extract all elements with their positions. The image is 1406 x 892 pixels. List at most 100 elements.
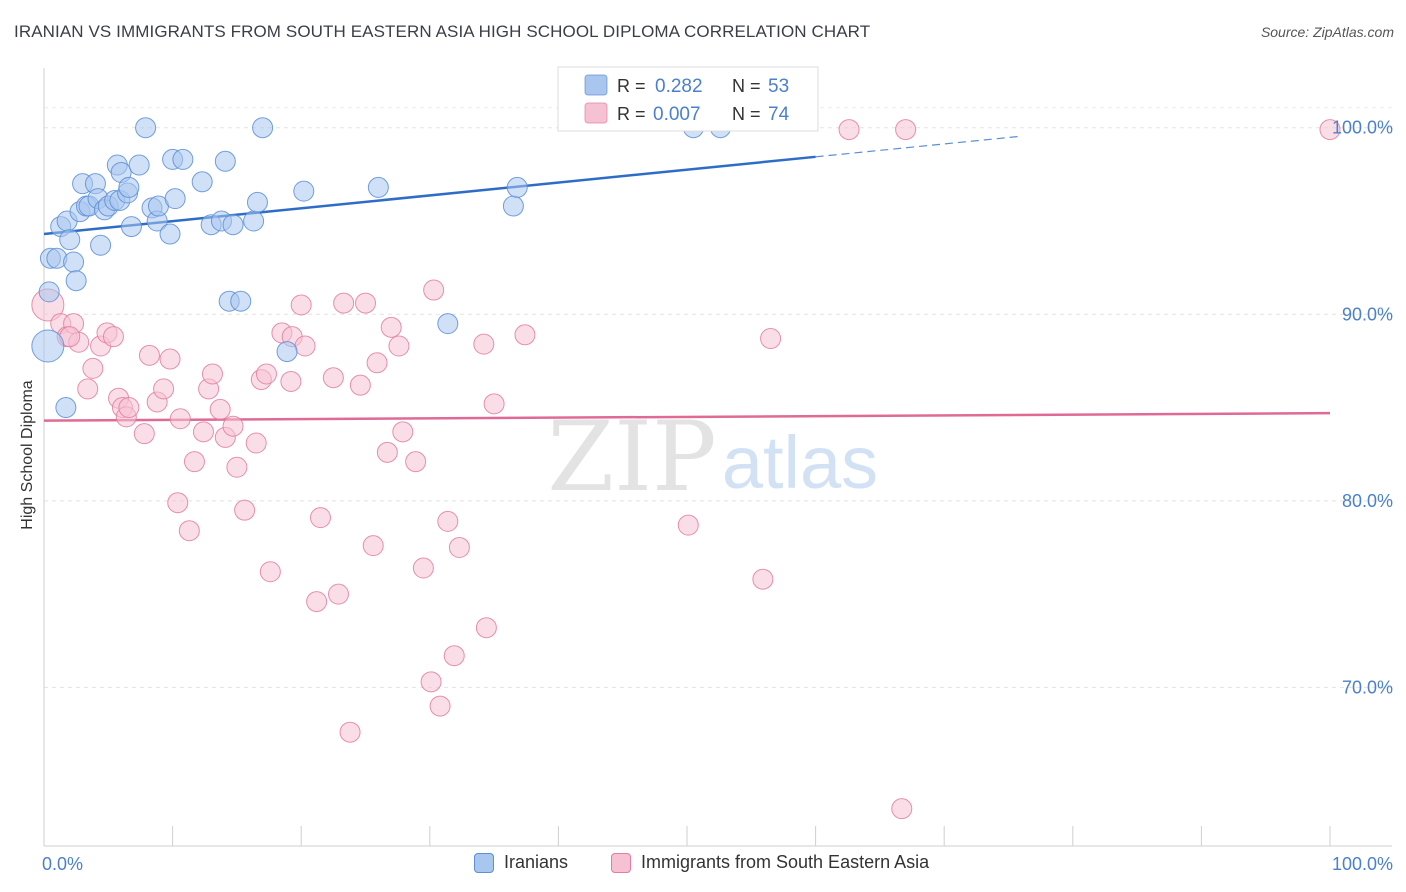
point-sea-33: [255, 363, 277, 385]
point-sea-64: [339, 721, 361, 743]
point-iranians-40: [222, 214, 244, 236]
chart-legend: Iranians Immigrants from South Eastern A…: [0, 852, 1406, 878]
point-sea-65: [514, 324, 536, 346]
point-sea-13: [118, 397, 140, 419]
point-iranians-48: [437, 313, 459, 335]
point-sea-19: [167, 492, 189, 514]
point-sea-38: [290, 294, 312, 316]
point-iranians-26: [128, 154, 150, 176]
point-sea-31: [245, 432, 267, 454]
point-sea-34: [259, 561, 281, 583]
tick-labels: 70.0% 80.0% 90.0% 100.0% 0.0% 100.0%: [42, 118, 1393, 874]
point-sea-47: [362, 535, 384, 557]
legend-swatch-sea: [611, 852, 631, 873]
point-sea-60: [448, 536, 470, 558]
chart-title: IRANIAN VS IMMIGRANTS FROM SOUTH EASTERN…: [14, 22, 871, 41]
stats-swatch-iranians: [584, 74, 608, 96]
point-sea-55: [420, 671, 442, 693]
stats-legend: R = 0.282 N = 53 R = 0.007 N = 74: [557, 66, 819, 132]
point-sea-54: [412, 557, 434, 579]
trend-line-iranians: [43, 155, 816, 236]
point-sea-49: [376, 441, 398, 463]
point-sea-14: [133, 423, 155, 445]
legend-item-iranians[interactable]: Iranians: [474, 852, 568, 873]
point-sea-57: [429, 695, 451, 717]
point-sea-39: [294, 335, 316, 357]
point-sea-68: [760, 328, 782, 350]
point-iranians-45: [276, 341, 298, 363]
point-sea-72: [1319, 119, 1341, 141]
y-tick-label-0: 70.0%: [1342, 677, 1393, 697]
stats-n-value-2: 74: [768, 104, 790, 125]
point-iranians-16: [90, 234, 112, 256]
point-sea-18: [159, 348, 181, 370]
point-sea-26: [209, 398, 231, 420]
point-sea-69: [838, 119, 860, 141]
point-sea-58: [437, 510, 459, 532]
point-iranians-9: [65, 270, 87, 292]
point-sea-36: [280, 370, 302, 392]
point-sea-45: [349, 374, 371, 396]
y-tick-label-3: 100.0%: [1332, 118, 1393, 138]
point-iranians-7: [59, 229, 81, 251]
point-sea-17: [153, 378, 175, 400]
source-credit: Source: ZipAtlas.com: [1260, 24, 1394, 40]
point-iranians-43: [246, 191, 268, 213]
point-sea-44: [333, 292, 355, 314]
stats-n-label-2: N =: [732, 104, 761, 124]
axes: [43, 68, 1392, 847]
point-iranians-44: [252, 117, 274, 139]
legend-label-sea: Immigrants from South Eastern Asia: [641, 852, 930, 872]
trend-lines: [43, 135, 1331, 422]
point-iranians-25: [118, 176, 140, 198]
point-sea-41: [309, 507, 331, 529]
point-sea-52: [392, 421, 414, 443]
point-iranians-0: [31, 329, 65, 363]
point-sea-62: [475, 617, 497, 639]
point-iranians-42: [243, 210, 265, 232]
point-iranians-46: [293, 180, 315, 202]
point-sea-63: [483, 393, 505, 415]
point-iranians-33: [164, 188, 186, 210]
stats-n-value-1: 53: [768, 76, 789, 97]
point-sea-67: [752, 568, 774, 590]
point-sea-25: [201, 363, 223, 385]
trend-line-iranians-extension: [815, 135, 1022, 158]
point-sea-51: [388, 335, 410, 357]
point-sea-66: [677, 514, 699, 536]
point-iranians-34: [172, 148, 194, 170]
point-iranians-8: [63, 251, 85, 273]
point-sea-20: [169, 408, 191, 430]
point-sea-9: [102, 326, 124, 348]
point-sea-46: [355, 292, 376, 314]
stats-r-value-2: 0.007: [653, 104, 701, 125]
point-iranians-41: [230, 290, 252, 312]
point-iranians-24: [120, 216, 142, 238]
point-sea-42: [322, 367, 344, 389]
watermark-zip: ZIP: [547, 401, 716, 513]
y-tick-label-1: 80.0%: [1342, 491, 1393, 511]
legend-label-iranians: Iranians: [504, 852, 569, 872]
point-sea-70: [891, 798, 913, 820]
point-iranians-38: [214, 150, 236, 172]
point-sea-6: [82, 357, 104, 379]
point-sea-40: [306, 591, 328, 613]
point-iranians-50: [506, 176, 528, 198]
point-sea-30: [234, 499, 256, 521]
point-sea-59: [443, 645, 465, 667]
point-sea-50: [380, 316, 402, 338]
legend-item-sea[interactable]: Immigrants from South Eastern Asia: [611, 852, 929, 873]
point-sea-29: [226, 456, 248, 478]
point-iranians-1: [38, 281, 60, 303]
watermark: ZIP atlas: [547, 401, 878, 513]
point-iranians-31: [159, 223, 181, 245]
x-tick-label-1: 100.0%: [1332, 854, 1393, 874]
point-iranians-35: [191, 171, 213, 193]
stats-r-label-2: R =: [617, 104, 646, 124]
gridlines: [44, 107, 1392, 688]
stats-r-label-1: R =: [617, 76, 646, 96]
point-sea-15: [138, 344, 160, 366]
point-iranians-5: [55, 397, 77, 419]
point-sea-61: [473, 333, 495, 355]
